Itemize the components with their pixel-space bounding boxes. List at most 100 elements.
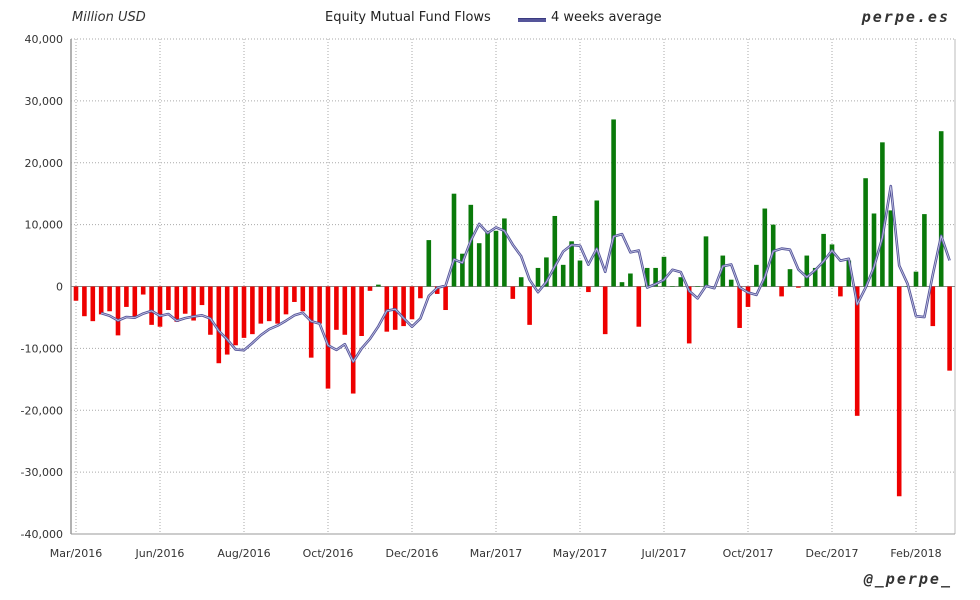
flow-bar: [913, 271, 919, 287]
flow-bar: [544, 257, 549, 287]
flow-bar: [787, 269, 793, 287]
flow-bar: [250, 286, 255, 335]
flow-bar: [804, 255, 810, 287]
flow-bar: [132, 286, 138, 318]
flow-bar: [686, 286, 692, 344]
flow-bar: [115, 286, 121, 336]
flow-bar: [838, 286, 843, 297]
flow-bar: [896, 286, 902, 497]
flow-bar: [166, 286, 171, 311]
flow-bar: [863, 178, 868, 287]
flow-bar: [300, 286, 306, 312]
flow-bar: [502, 218, 507, 287]
brand-label: perpe.es: [861, 8, 950, 26]
flow-bar: [107, 286, 112, 312]
flow-bar: [124, 286, 129, 307]
y-tick-label: 20,000: [25, 157, 64, 170]
flow-bar: [737, 286, 742, 328]
y-tick-label: -20,000: [21, 404, 63, 417]
flow-bar: [426, 240, 432, 287]
flow-bar: [476, 243, 482, 287]
flow-bar: [527, 286, 532, 325]
x-tick-label: Dec/2017: [806, 547, 859, 560]
flow-bar: [703, 236, 709, 287]
flow-bar: [233, 286, 238, 346]
flow-bar: [317, 286, 322, 324]
flow-bar: [880, 142, 885, 287]
flow-bar: [182, 286, 188, 314]
flow-bar: [140, 286, 146, 295]
flow-bar: [829, 244, 835, 287]
legend-line-swatch: [518, 18, 546, 22]
flow-bar: [594, 200, 600, 287]
flow-bar: [518, 277, 524, 287]
y-tick-label: -10,000: [21, 342, 63, 355]
flow-bar: [191, 286, 196, 321]
y-axis-unit-label: Million USD: [72, 10, 146, 25]
flow-bar: [292, 286, 297, 302]
flow-bar: [728, 279, 734, 287]
flow-bar: [854, 286, 860, 416]
flow-bar: [401, 286, 406, 327]
y-tick-label: 10,000: [25, 219, 64, 232]
flow-bar: [653, 267, 658, 287]
flow-bar: [90, 286, 96, 322]
x-tick-label: Dec/2016: [386, 547, 439, 560]
flow-bar: [283, 286, 289, 315]
x-tick-label: Feb/2018: [890, 547, 941, 560]
flow-bar: [619, 282, 625, 287]
flow-bar: [460, 253, 465, 287]
flow-bar: [73, 286, 79, 301]
flow-bar: [636, 286, 642, 327]
flow-bar: [359, 286, 364, 336]
flow-bar: [577, 260, 583, 287]
flow-bar: [922, 214, 927, 287]
flow-bar: [224, 286, 230, 355]
flow-bar: [947, 286, 952, 371]
flow-bar: [812, 267, 818, 287]
flow-bar: [796, 286, 801, 288]
flow-bar: [468, 204, 474, 287]
chart-title: Equity Mutual Fund Flows: [325, 10, 491, 25]
flow-bar: [216, 286, 222, 364]
x-tick-label: Aug/2016: [217, 547, 270, 560]
x-tick-label: Oct/2016: [303, 547, 354, 560]
x-tick-label: May/2017: [553, 547, 607, 560]
flow-bar: [350, 286, 356, 394]
flow-bar: [334, 286, 339, 330]
flow-bar: [846, 260, 852, 287]
flow-bar: [451, 193, 457, 287]
flow-bar: [602, 286, 608, 335]
flow-bar: [779, 286, 784, 297]
flow-bar: [560, 264, 566, 287]
x-tick-label: Jul/2017: [641, 547, 687, 560]
flow-bar: [611, 119, 616, 287]
average-line-highlight: [101, 185, 950, 363]
flow-bar: [678, 277, 684, 287]
flow-bar: [770, 224, 776, 287]
flow-bar: [367, 286, 373, 291]
y-tick-label: 40,000: [25, 33, 64, 46]
flow-bar: [149, 286, 154, 325]
flow-bar: [628, 273, 633, 287]
flow-bar: [493, 230, 499, 287]
flow-bar: [586, 286, 591, 293]
flow-bar: [241, 286, 247, 338]
flow-bar: [275, 286, 280, 324]
flow-bar: [938, 131, 944, 287]
author-handle: @_perpe_: [863, 570, 952, 588]
flow-bar: [510, 286, 516, 299]
flow-bar: [384, 286, 390, 332]
flow-bar: [434, 286, 440, 294]
flow-bar: [644, 267, 650, 287]
x-tick-label: Mar/2016: [50, 547, 102, 560]
flow-bar: [157, 286, 163, 327]
flow-bar: [745, 286, 751, 307]
flow-bar: [409, 286, 415, 320]
flow-bar: [443, 286, 448, 311]
x-tick-label: Jun/2016: [135, 547, 185, 560]
flow-bar: [485, 230, 490, 287]
flow-bar: [552, 215, 558, 287]
flow-bar: [670, 286, 675, 287]
